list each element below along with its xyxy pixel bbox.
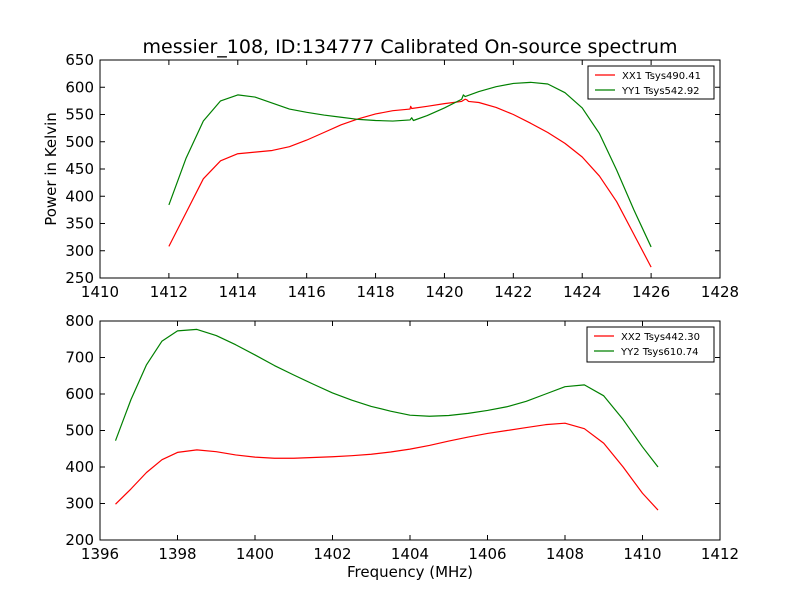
- bottom-legend: XX2 Tsys442.30 YY2 Tsys610.74: [586, 326, 715, 363]
- bottom-y-tick-label: 700: [65, 349, 94, 367]
- top-x-tick-label: 1414: [219, 283, 257, 301]
- top-x-tick-label: 1420: [425, 283, 463, 301]
- top-x-tick-label: 1412: [150, 283, 188, 301]
- top-legend: XX1 Tsys490.41 YY1 Tsys542.92: [587, 65, 715, 100]
- top-y-axis-label: Power in Kelvin: [42, 112, 60, 226]
- top-panel: 1410 1412 1414 1416 1418 1420 1422 1424 1426 1428…: [42, 51, 739, 301]
- bottom-x-tick-label: 1396: [81, 545, 119, 563]
- top-x-tick-label: 1416: [288, 283, 326, 301]
- top-y-tick-label: 400: [65, 187, 94, 205]
- top-legend-box: [587, 65, 715, 100]
- bottom-x-tick-label: 1406: [468, 545, 506, 563]
- top-y-tick-label: 250: [65, 269, 94, 287]
- top-x-tick-label: 1426: [632, 283, 670, 301]
- chart-title: messier_108, ID:134777 Calibrated On-sou…: [143, 36, 678, 58]
- top-y-tick-label: 450: [65, 160, 94, 178]
- bottom-x-tick-label: 1410: [623, 545, 661, 563]
- bottom-x-tick-label: 1400: [236, 545, 274, 563]
- top-y-tick-label: 650: [65, 51, 94, 69]
- top-x-tick-label: 1428: [701, 283, 739, 301]
- top-y-tick-label: 300: [65, 242, 94, 260]
- bottom-x-tick-label: 1402: [313, 545, 351, 563]
- bottom-legend-label: XX2 Tsys442.30: [621, 332, 700, 343]
- top-legend-label: XX1 Tsys490.41: [622, 71, 701, 82]
- bottom-y-tick-label: 400: [65, 458, 94, 476]
- bottom-x-axis-label: Frequency (MHz): [347, 563, 473, 581]
- top-series-line-yy: [168, 81, 652, 248]
- top-y-tick-label: 500: [65, 133, 94, 151]
- bottom-y-tick-label: 600: [65, 385, 94, 403]
- bottom-y-tick-label: 300: [65, 495, 94, 513]
- bottom-y-tick-label: 200: [65, 531, 94, 549]
- bottom-legend-box: [586, 326, 715, 363]
- bottom-y-tick-label: 800: [65, 312, 94, 330]
- top-x-tick-label: 1424: [563, 283, 601, 301]
- top-x-tick-label: 1418: [356, 283, 394, 301]
- bottom-panel: 1396 1398 1400 1402 1404 1406 1408 1410 1412 200 3…: [65, 312, 739, 581]
- bottom-x-tick-label: 1404: [391, 545, 429, 563]
- bottom-x-tick-label: 1398: [158, 545, 196, 563]
- top-series-line-xx: [168, 98, 652, 268]
- bottom-x-tick-label: 1412: [701, 545, 739, 563]
- top-legend-label: YY1 Tsys542.92: [621, 86, 700, 97]
- bottom-legend-label: YY2 Tsys610.74: [620, 347, 699, 358]
- top-x-tick-label: 1422: [494, 283, 532, 301]
- top-y-tick-label: 550: [65, 106, 94, 124]
- top-y-tick-label: 350: [65, 215, 94, 233]
- top-x-tick-label: 1410: [81, 283, 119, 301]
- bottom-series-line-yy: [114, 328, 659, 468]
- bottom-series-line-xx: [115, 422, 659, 511]
- bottom-y-tick-label: 500: [65, 422, 94, 440]
- bottom-x-tick-label: 1408: [546, 545, 584, 563]
- top-y-tick-label: 600: [65, 78, 94, 96]
